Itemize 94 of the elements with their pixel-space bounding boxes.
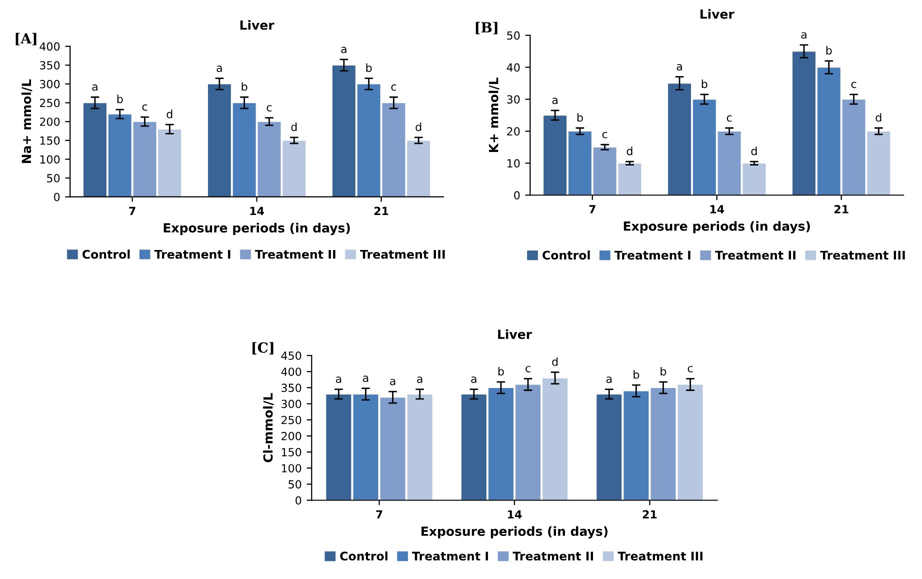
legend-label: Treatment I <box>614 250 690 260</box>
x-axis-title: Exposure periods (in days) <box>624 221 810 234</box>
y-tick-label: 30 <box>507 95 520 104</box>
data-label: b <box>117 94 123 104</box>
data-label: a <box>606 376 612 383</box>
data-label: a <box>341 46 346 54</box>
legend-label: Treatment I <box>154 250 230 259</box>
chart-title: Liver <box>700 9 734 19</box>
legend-label: Treatment II <box>255 250 336 259</box>
y-tick-label: 50 <box>507 31 520 40</box>
y-tick-label: 150 <box>282 448 302 456</box>
data-label: c <box>526 366 530 372</box>
y-tick-label: 150 <box>40 136 60 145</box>
data-label: d <box>416 122 422 132</box>
chart-title: Liver <box>498 329 532 340</box>
x-tick-label: 14 <box>508 510 522 518</box>
y-tick-label: 250 <box>40 98 60 108</box>
y-tick-label: 400 <box>40 42 60 51</box>
text: [A] <box>16 32 36 46</box>
x-axis-title: Exposure periods (in days) <box>422 526 608 538</box>
x-tick-label: 21 <box>374 206 388 216</box>
data-label: d <box>291 122 297 132</box>
data-label: c <box>726 115 732 122</box>
x-tick-label: 14 <box>710 205 724 214</box>
data-label: d <box>552 357 558 366</box>
y-tick-label: 300 <box>282 400 302 408</box>
x-tick-label: 7 <box>376 510 382 518</box>
y-axis-title: Cl-mmol/L <box>263 393 274 462</box>
x-tick-label: 21 <box>834 205 848 214</box>
data-label: c <box>391 84 396 91</box>
data-label: a <box>471 376 476 383</box>
data-label: a <box>676 64 682 71</box>
y-tick-label: 0 <box>514 191 520 200</box>
legend-label: Treatment III <box>618 552 702 561</box>
data-label: c <box>266 105 272 112</box>
data-label: a <box>552 98 558 104</box>
x-tick-label: 21 <box>642 510 657 518</box>
data-label: b <box>826 46 832 55</box>
x-tick-label: 7 <box>129 206 136 216</box>
data-label: c <box>142 104 148 111</box>
y-tick-label: 300 <box>40 80 60 88</box>
data-label: a <box>801 32 806 39</box>
data-label: d <box>166 110 172 118</box>
y-tick-label: 50 <box>47 174 60 182</box>
x-tick-label: 14 <box>250 206 264 216</box>
y-tick-label: 250 <box>282 416 302 424</box>
y-tick-label: 10 <box>508 159 520 168</box>
data-label: b <box>366 63 372 72</box>
data-label: a <box>92 84 98 91</box>
y-tick-label: 20 <box>507 127 520 136</box>
legend-label: Treatment II <box>715 250 796 260</box>
y-tick-label: 450 <box>281 351 302 360</box>
data-label: d <box>751 146 757 156</box>
text: [B] <box>476 22 498 34</box>
data-label: a <box>417 376 422 383</box>
y-tick-label: 350 <box>282 384 302 392</box>
y-tick-label: 400 <box>281 368 302 376</box>
data-label: b <box>577 113 583 122</box>
x-axis-title: Exposure periods (in days) <box>164 222 350 236</box>
legend-label: Control <box>82 250 130 259</box>
y-tick-label: 350 <box>40 61 60 70</box>
legend-label: Treatment I <box>412 552 488 561</box>
data-label: a <box>216 66 222 72</box>
legend-label: Control <box>542 250 590 260</box>
y-tick-label: 0 <box>54 192 60 202</box>
y-tick-label: 100 <box>40 155 60 164</box>
y-tick-label: 40 <box>506 63 520 72</box>
legend-label: Treatment II <box>512 552 594 561</box>
x-tick-label: 7 <box>589 205 596 214</box>
y-axis-title: Na+ mmol/L <box>21 79 32 164</box>
data-label: b <box>660 366 666 376</box>
data-label: c <box>851 82 856 88</box>
data-label: d <box>626 146 632 156</box>
y-tick-label: 200 <box>40 118 60 126</box>
data-label: b <box>634 370 640 379</box>
chart-title: Liver <box>240 20 274 30</box>
data-label: c <box>688 366 693 372</box>
y-tick-label: 50 <box>288 480 302 489</box>
data-label: a <box>336 376 342 383</box>
y-tick-label: 0 <box>296 496 302 505</box>
data-label: c <box>602 132 608 138</box>
data-label: b <box>702 80 708 88</box>
y-tick-label: 100 <box>282 464 302 472</box>
y-axis-title: K+ mmol/L <box>488 78 500 152</box>
legend-label: Control <box>340 551 388 561</box>
data-label: a <box>362 376 368 382</box>
data-label: d <box>876 113 882 122</box>
legend-label: Treatment III <box>360 250 445 259</box>
data-label: a <box>390 378 396 386</box>
data-label: b <box>242 82 248 91</box>
y-tick-label: 200 <box>282 432 302 440</box>
legend-label: Treatment III <box>820 250 905 260</box>
text: [C] <box>252 342 274 354</box>
data-label: b <box>498 366 504 376</box>
